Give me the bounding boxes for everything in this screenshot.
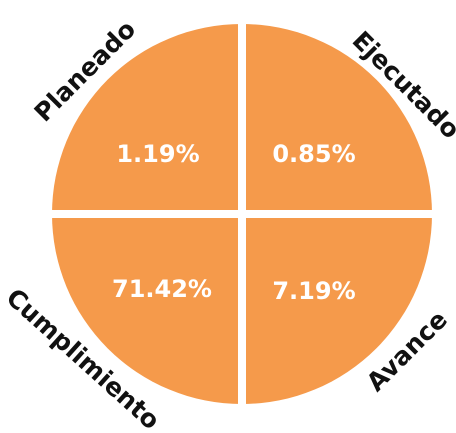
- value: 71.42%: [112, 275, 212, 303]
- value: 7.19%: [272, 277, 355, 305]
- value: 0.85%: [272, 140, 355, 168]
- value: 1.19%: [116, 140, 199, 168]
